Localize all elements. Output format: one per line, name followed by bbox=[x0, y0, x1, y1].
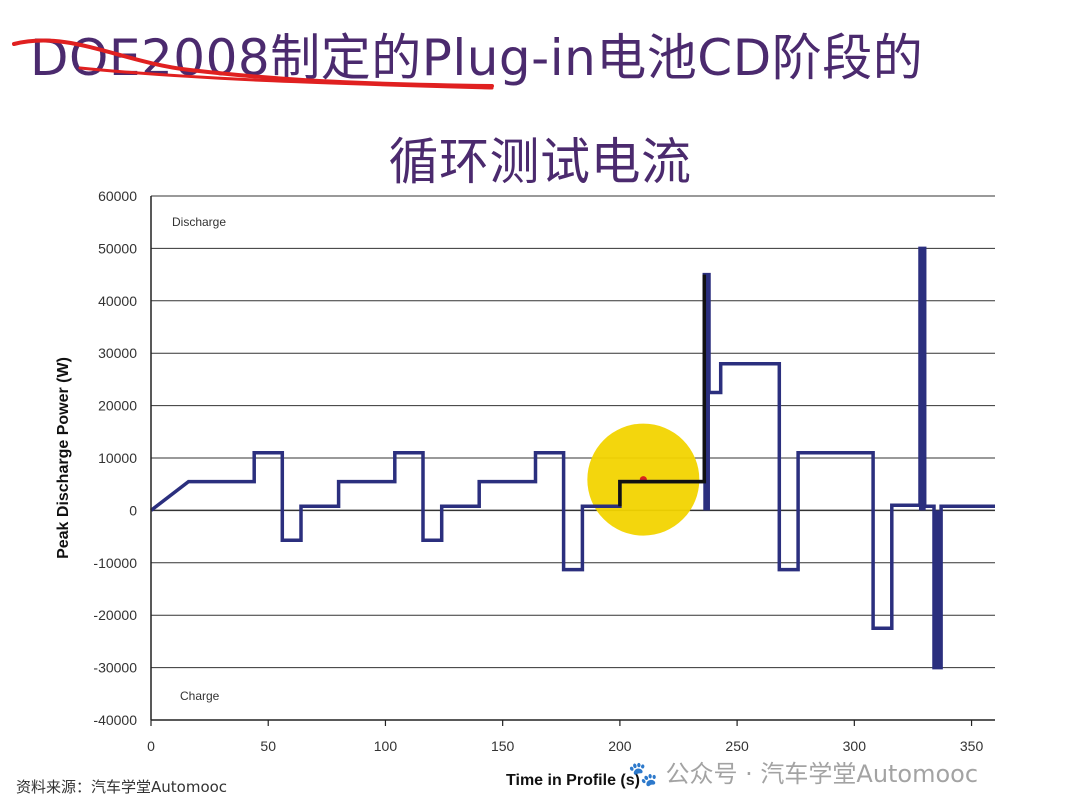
x-tick-label: 300 bbox=[843, 738, 867, 754]
slide-title-line-2: 循环测试电流 bbox=[388, 133, 692, 191]
x-tick-label: 100 bbox=[374, 738, 398, 754]
y-tick-label: 10000 bbox=[98, 450, 137, 466]
source-note: 资料来源：汽车学堂Automooc bbox=[16, 778, 228, 796]
x-axis-title: Time in Profile (s) bbox=[506, 772, 640, 789]
y-tick-label: 0 bbox=[129, 502, 137, 518]
x-tick-label: 150 bbox=[491, 738, 515, 754]
x-tick-label: 350 bbox=[960, 738, 984, 754]
x-tick-label: 200 bbox=[608, 738, 632, 754]
y-tick-label: 40000 bbox=[98, 293, 137, 309]
y-axis-title: Peak Discharge Power (W) bbox=[55, 357, 72, 559]
axes bbox=[150, 196, 995, 726]
highlight-markers bbox=[587, 423, 700, 536]
y-tick-label: 20000 bbox=[98, 398, 137, 414]
y-tick-label: -10000 bbox=[93, 555, 137, 571]
y-tick-label: -40000 bbox=[93, 712, 137, 728]
y-tick-label: 50000 bbox=[98, 240, 137, 256]
discharge-label: Discharge bbox=[172, 215, 226, 229]
series-spike bbox=[933, 510, 943, 668]
y-tick-label: 30000 bbox=[98, 345, 137, 361]
highlighted-segment bbox=[618, 274, 707, 507]
y-tick-label: -30000 bbox=[93, 660, 137, 676]
charge-label: Charge bbox=[180, 689, 220, 703]
x-tick-label: 0 bbox=[147, 738, 155, 754]
tick-labels: -40000 -30000 -20000 -10000 0 10000 20000 30000… bbox=[93, 188, 983, 754]
y-tick-label: 60000 bbox=[98, 188, 137, 204]
x-tick-label: 250 bbox=[725, 738, 749, 754]
grid-lines bbox=[151, 195, 995, 721]
series-spike bbox=[918, 248, 926, 511]
series-layer bbox=[149, 246, 995, 670]
watermark: 🐾 公众号 · 汽车学堂Automooc bbox=[628, 760, 979, 788]
x-tick-label: 50 bbox=[260, 738, 276, 754]
series-spike bbox=[703, 274, 710, 511]
y-tick-label: -20000 bbox=[93, 607, 137, 623]
